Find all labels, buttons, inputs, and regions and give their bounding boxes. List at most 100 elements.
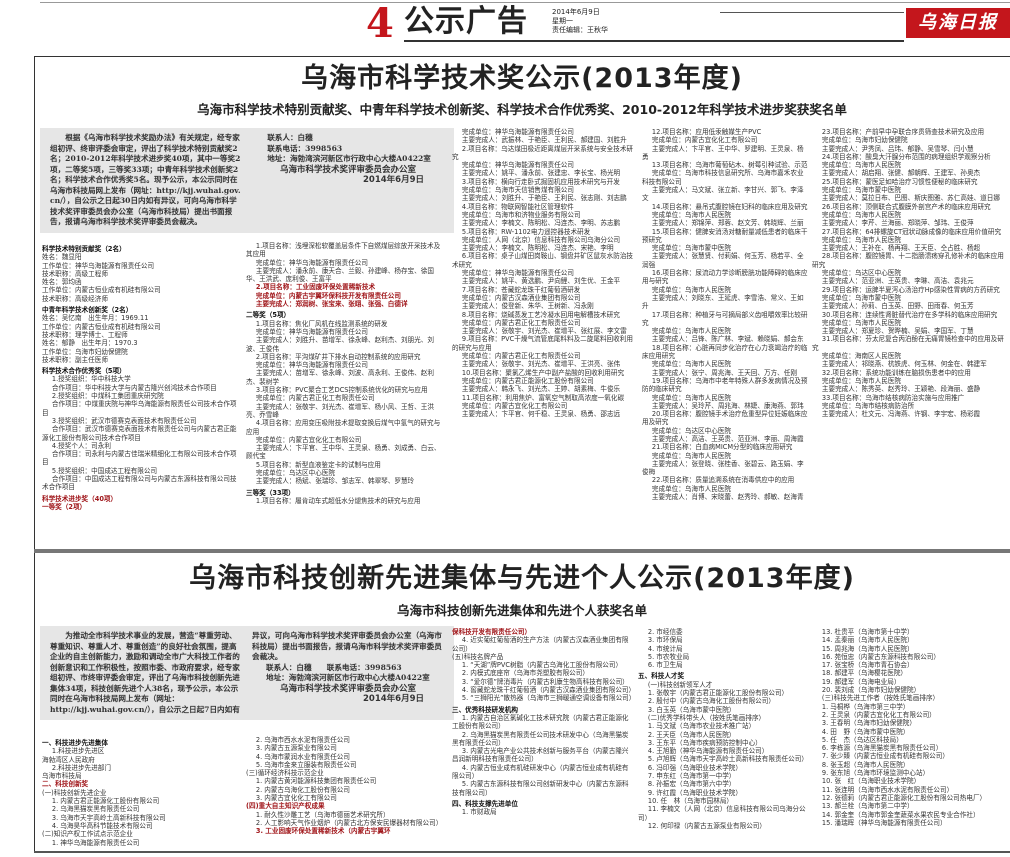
list-item: 7. 申东红（乌海市第一中学） <box>647 772 736 781</box>
list-item: 4. 窖藏蛇龙珠干红葡萄酒（内蒙古汉森酒业集团有限公司） <box>461 686 634 695</box>
list-item: 完成单位：乌海市天信销售煤有限公司 <box>461 186 574 195</box>
list-item: 12. 何印禄（内蒙古五源泵业有限公司） <box>647 821 766 830</box>
list-item: 主要完成人：刘晓东、王延虎、李雪浩、常义、王如升 <box>642 293 804 311</box>
list-item: 4. 乌海市蒙润水业有限责任公司 <box>255 752 350 761</box>
list-heading: 五、科技人才奖 <box>638 672 685 681</box>
list-item: 技术职称：高级经济师 <box>42 294 108 303</box>
notice2-column-5: 13. 杜贵平（乌海市第十中学） 14. 孟秦丽（乌海市人民医院） 15. 周兆海（… <box>812 628 1008 850</box>
issue-date: 2014年6月9日 <box>552 8 600 16</box>
list-item: 12.项目名称：应用低汞触媒生产PVC <box>651 128 762 136</box>
list-item: 主要完成人：张敬宇、刘光杰、崔增平、张红展、李文雷 <box>461 327 627 336</box>
notice2-column-4: 2. 市经信委 3. 市环保局 4. 市统计局 5. 市农牧业局 6. 市卫生局 五、科技… <box>638 628 808 850</box>
list-item: 主要完成人：张敬宇、刘光杰、崔增平、王洪亮、张伟 <box>461 360 621 369</box>
list-heading: 3. 工业固废环保处置稀新技术（内蒙古宇翼环 <box>255 827 391 836</box>
sign-date: 2014年6月9日 <box>363 175 424 185</box>
list-item: 完成单位：乌海市结核病防治所 <box>821 401 915 410</box>
list-item: 主要完成人：胡启翔、张健、郝朝辉、王建军、孙奥杰 <box>821 169 981 178</box>
list-heading: 2.项目名称：工业固废环保处置稀新技术 <box>255 283 376 292</box>
list-item: 4. 市统计局 <box>647 644 683 653</box>
notice2-intro: 为推动全市科学技术事业的发展，营造“尊重劳动、尊重知识、尊重人才、尊重创造”的良… <box>40 626 454 720</box>
list-item: 1. 内蒙古君正能源化工股份有限公司 <box>51 797 160 806</box>
list-item: 主要完成人：郑夏珍、贺晔楠、吴娟、李国军、丁慧 <box>821 327 974 336</box>
list-item: 技术职称：理学博士、工程师 <box>42 330 128 339</box>
list-item: 完成单位：乌海市人民医院 <box>821 376 902 385</box>
section-divider <box>34 549 1010 553</box>
list-item: 合作项目：武汉市德赛克表面技术有限责任公司与内蒙古君正能源化工股份有限公司技术合… <box>42 425 237 442</box>
list-item: 完成单位：乌海市人民医院 <box>821 210 902 219</box>
intro-text-b: ），自公示之日起30日内如有异议，可向乌海市科学技术奖评审委员会办公室（乌海市科… <box>50 196 237 226</box>
list-item: 完成单位：内蒙古君正化工有限责任公司 <box>461 352 581 361</box>
list-item: 主要完成人：李芹、兰海丽、郑晓萍、邹玮、王俊萍 <box>821 219 974 228</box>
list-item: 1. 马文斌（乌海市农业技术推广站） <box>647 722 756 731</box>
notice1-column-4: 12.项目名称：应用低汞触媒生产PVC 完成单位：内蒙古宜化化工有限公司 主要完成人… <box>642 128 808 548</box>
list-item: 5. “三狮阳光”散热器（乌海市三狮暖通空调设备有限公司） <box>461 694 634 703</box>
list-item: 完成单位：乌海市人民医院 <box>651 451 732 460</box>
notice1-intro-body: 根据《乌海市科学技术奖励办法》有关规定，经专家组初评、终审评委会审定，评出了科学… <box>50 133 242 228</box>
list-item: 完成单位：乌海市人民医院 <box>821 318 902 327</box>
list-item: 14. 郭金奎（乌海市郭金奎蔬菜水果农民专业合作社） <box>821 810 980 819</box>
list-item: 9.项目名称：PVC干燥气流管底尾料料及二旋尾料回收利用的研究与应用 <box>452 335 633 352</box>
contact-address: 地址：海勃湾滨河新区市行政中心大楼A0422室 <box>266 673 430 682</box>
notice2-column-1: 一、科技进步先进集体 1.科技进步先进区 海勃湾区人民政府 2.科技进步先进部门 乌海市… <box>42 736 238 850</box>
list-item: 1. 张敬宇（内蒙古君正能源化工股份有限公司） <box>647 689 789 698</box>
list-item: 4.授奖个人：司永利 <box>51 441 111 450</box>
list-item: 2.项目名称：平沟煤矿井下排水自动控制系统的应用研究 <box>255 352 421 361</box>
list-item: 25.项目名称：蒙医足如哈治疗习惯性便秘的临床研究 <box>821 177 978 186</box>
list-item: 完成单位：内蒙古君正化工有限责任公司 <box>461 318 581 327</box>
notice1-url-link[interactable]: http://kjj.wuhai.gov.cn/ <box>50 185 241 206</box>
signer: 乌海市科学技术奖评审委员会办公室 <box>279 683 416 694</box>
list-item: 8.项目名称：烧碱蒸发工艺冷凝水回用电解槽技术研究 <box>461 310 620 319</box>
list-item: 主要完成人：吕锋、陈广林、李斌、赖晓娟、郝会东 <box>651 335 804 344</box>
list-item: (二)优秀学科带头人（按姓氏笔画排序） <box>647 713 766 722</box>
list-item: 1.授奖组织：华中科技大学 <box>51 375 131 384</box>
list-item: 2. 人工影响天气作业烟炉（内蒙古北方保安民爆器材有限公司） <box>255 818 443 827</box>
list-item: 33.项目名称：乌海市结核病防治实施与应用推广 <box>821 393 965 402</box>
list-item: 1. 市财政局 <box>461 808 497 817</box>
list-item: 完成单位：内蒙古汉森酒业集团有限公司 <box>461 293 581 302</box>
list-item: 乌海市科技局 <box>42 772 82 781</box>
list-item: 14. 孟秦丽（乌海市人民医院） <box>821 636 914 645</box>
list-item: 工作单位：内蒙古恒业成有机硅有限公司 <box>42 322 161 331</box>
list-item: 完成单位：乌海市和济物业服务有限公司 <box>461 210 581 219</box>
list-heading: 二等奖（5项） <box>246 311 291 320</box>
list-item: 1. 神华乌海能源有限责任公司 <box>51 838 140 847</box>
list-item: 完成单位：乌达区中心医院 <box>651 426 732 435</box>
list-item: 完成单位：乌海市妇幼保健院 <box>821 136 908 145</box>
list-item: 3. 王春明（乌海市妇幼保健院） <box>821 719 916 728</box>
list-heading: 一等奖（2项） <box>42 502 87 511</box>
list-heading: 中青年科学技术创新奖（2名） <box>42 306 133 315</box>
list-item: 技术职称：副主任医师 <box>42 355 108 364</box>
list-item: 3. 乌海市天宇高岭土高新科技有限公司 <box>51 813 166 822</box>
list-item: 7.项目名称：苍藏蛇龙珠干红葡萄酒研发 <box>461 285 581 294</box>
list-item: 11. 张连明（乌海市西水水泥有限责任公司） <box>821 785 954 794</box>
list-item: 完成单位：内蒙古君正化工有限责任公司 <box>255 394 375 403</box>
list-item: 3. 王东平（乌海市疾病预防控制中心） <box>647 738 762 747</box>
notice2-intro-text: 为推动全市科学技术事业的发展，营造“尊重劳动、尊重知识、尊重人才、尊重创造”的良… <box>50 631 442 714</box>
list-heading: 保科技开发有限责任公司） <box>452 628 532 636</box>
list-item: 5.项目名称：RW-1102电力遥控器技术研发 <box>461 227 591 236</box>
list-item: 29.项目名称：运脾半夏泻心汤治疗Hp感染性胃病的方药研究 <box>821 285 1000 294</box>
list-item: 主要完成人：杨斌、张瑞珍、邹志军、韩翠琴、罗慧玲 <box>255 477 415 486</box>
list-item: 11.项目名称：利用焦炉、富氧空气制取高浓度一氧化碳 <box>461 393 625 402</box>
list-item: 1. 耐久性沙雕工艺（乌海市德丽艺术研究所） <box>255 810 390 819</box>
list-item: 27.项目名称：64排螺旋CT冠状动脉成像的临床应用价值研究 <box>821 227 1002 236</box>
contact-address: 地址：海勃湾滨河新区市行政中心大楼A0422室 <box>267 154 431 163</box>
list-item: 2. 内模式底座帘（乌海市尧塑胶有限公司） <box>461 669 589 678</box>
list-item: 完成单位：海南区人民医院 <box>821 352 902 361</box>
list-item: 主要完成人：刘胜升、于艳臣、王利民、张志刚、刘志鹏 <box>461 194 627 203</box>
list-item: 完成单位：乌海市人民医院 <box>651 210 732 219</box>
list-item: 16. 苑恒忠（内蒙古东源科技有限公司） <box>821 652 940 661</box>
list-item: (五)科技名牌产品 <box>452 652 504 661</box>
list-item: 合作项目：司永利与内蒙古佳瑞米精细化工有限公司技术合作项目 <box>42 450 237 467</box>
list-heading: 主要完成人：郑润树、张宝来、张翊、张强、白德详 <box>255 300 408 309</box>
list-item: 5. 任 杰（乌达区科技局） <box>821 735 903 744</box>
list-item: 9. 许红霞（乌海职业技术学院） <box>647 788 742 797</box>
list-item: (三)循环经济科技示范企业 <box>246 769 324 778</box>
list-item: 5.授奖组织：中国成达工程有限公司 <box>51 466 158 475</box>
list-item: 主要完成人：高洁、王英贵、范亚洲、李丽、周海霞 <box>651 434 804 443</box>
list-item: 5. 市农牧业局 <box>647 652 690 661</box>
list-item: 15.项目名称：健脾安消汤对糖耐量减低患者的临床干预研究 <box>642 227 808 244</box>
list-item: 主要完成人：张登晓、张桂香、张碧云、路玉娟、李俊梅 <box>642 459 804 477</box>
list-heading: 科学技术合作优秀奖（5项） <box>42 367 126 376</box>
list-item: 完成单位：神华乌海能源有限责任公司 <box>255 258 368 267</box>
